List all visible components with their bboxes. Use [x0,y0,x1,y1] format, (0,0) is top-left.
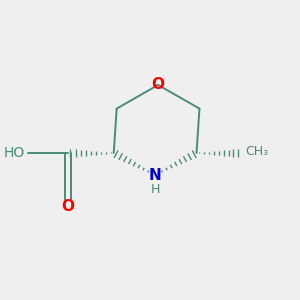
Text: O: O [152,77,165,92]
Text: H: H [150,183,160,196]
Text: O: O [61,199,74,214]
Text: HO: HO [4,146,25,160]
Text: CH₃: CH₃ [245,145,268,158]
Text: N: N [149,168,161,183]
